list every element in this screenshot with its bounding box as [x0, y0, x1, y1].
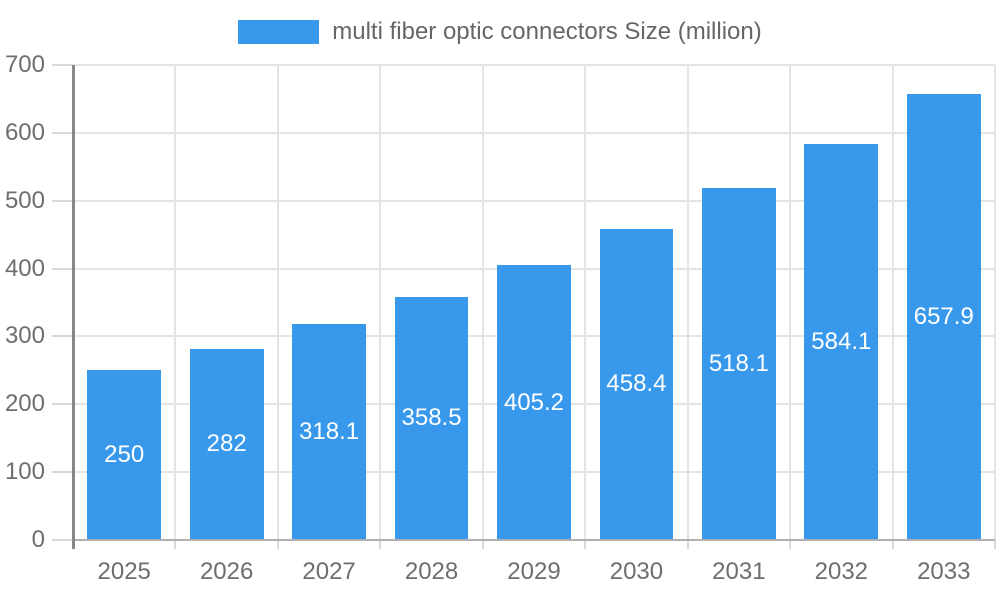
- bar[interactable]: 250: [87, 370, 162, 540]
- legend-item[interactable]: multi fiber optic connectors Size (milli…: [0, 18, 1000, 46]
- gridline-horizontal: [73, 64, 995, 66]
- y-axis-tick: [52, 539, 73, 541]
- y-axis-tick: [52, 64, 73, 66]
- gridline-vertical: [481, 65, 484, 540]
- bar-value-label: 282: [206, 430, 247, 458]
- bar-value-label: 518.1: [708, 350, 769, 378]
- x-axis-tick-label: 2026: [199, 558, 254, 585]
- gridline-vertical: [174, 65, 177, 540]
- x-axis-tick: [994, 540, 996, 549]
- x-axis-tick-label: 2025: [97, 558, 151, 585]
- x-axis-tick-label: 2030: [609, 558, 664, 585]
- gridline-vertical: [276, 65, 279, 540]
- gridline-horizontal: [73, 131, 995, 134]
- x-axis-line: [73, 538, 995, 541]
- x-axis-tick-label: 2031: [712, 558, 766, 585]
- x-axis-tick: [276, 540, 279, 549]
- bar[interactable]: 318.1: [292, 324, 366, 540]
- gridline-vertical: [584, 65, 587, 540]
- y-axis-tick-label: 300: [4, 322, 45, 350]
- bar[interactable]: 584.1: [804, 143, 879, 540]
- x-axis-tick: [891, 540, 894, 549]
- bar[interactable]: 405.2: [497, 265, 571, 540]
- gridline-vertical: [686, 65, 689, 540]
- bar[interactable]: 657.9: [906, 93, 981, 540]
- y-axis-tick-label: 100: [4, 458, 45, 486]
- y-axis-tick: [52, 267, 73, 270]
- x-axis-tick: [789, 540, 792, 549]
- bar[interactable]: 458.4: [599, 228, 674, 540]
- x-axis-tick: [481, 540, 484, 549]
- bar-value-label: 358.5: [401, 404, 462, 432]
- bar[interactable]: 358.5: [394, 296, 469, 540]
- bar[interactable]: 518.1: [702, 188, 776, 540]
- legend-swatch-icon: [238, 20, 320, 44]
- y-axis-tick: [52, 131, 73, 134]
- y-axis-tick-label: 700: [4, 51, 45, 78]
- plot-area: 0 100 200 300 400 500 600 700 250 2025 282 2026 318.…: [5, 51, 996, 585]
- bar-value-label: 458.4: [606, 370, 667, 398]
- gridline-vertical: [789, 65, 792, 540]
- y-axis-tick: [52, 199, 73, 202]
- gridline-horizontal: [73, 199, 995, 202]
- y-axis-tick-label: 500: [4, 186, 45, 214]
- y-axis-tick-label: 0: [31, 526, 45, 553]
- bar-value-label: 250: [104, 441, 145, 469]
- bar-value-label: 657.9: [913, 302, 974, 330]
- x-axis-tick-label: 2027: [302, 558, 356, 585]
- bar[interactable]: 282: [189, 348, 264, 540]
- bar-value-label: 584.1: [811, 327, 872, 355]
- bar-value-label: 405.2: [503, 388, 565, 416]
- gridline-vertical: [994, 65, 996, 540]
- x-axis-tick-label: 2032: [814, 558, 869, 585]
- y-axis-tick: [52, 403, 73, 406]
- bar-value-label: 318.1: [299, 418, 360, 446]
- y-axis-line: [72, 65, 75, 549]
- y-axis-tick-label: 600: [4, 118, 45, 146]
- y-axis-tick: [52, 471, 73, 474]
- x-axis-tick-label: 2033: [917, 558, 971, 585]
- x-axis-tick: [379, 540, 382, 549]
- x-axis-tick-label: 2029: [507, 558, 561, 585]
- legend-label: multi fiber optic connectors Size (milli…: [332, 18, 762, 45]
- x-axis-tick: [584, 540, 587, 549]
- y-axis-tick: [52, 335, 73, 338]
- y-axis-tick-label: 400: [4, 254, 45, 282]
- gridline-vertical: [379, 65, 382, 540]
- gridline-vertical: [891, 65, 894, 540]
- y-axis-tick-label: 200: [4, 390, 45, 418]
- x-axis-tick: [686, 540, 689, 549]
- x-axis-tick-label: 2028: [404, 558, 459, 585]
- x-axis-tick: [174, 540, 177, 549]
